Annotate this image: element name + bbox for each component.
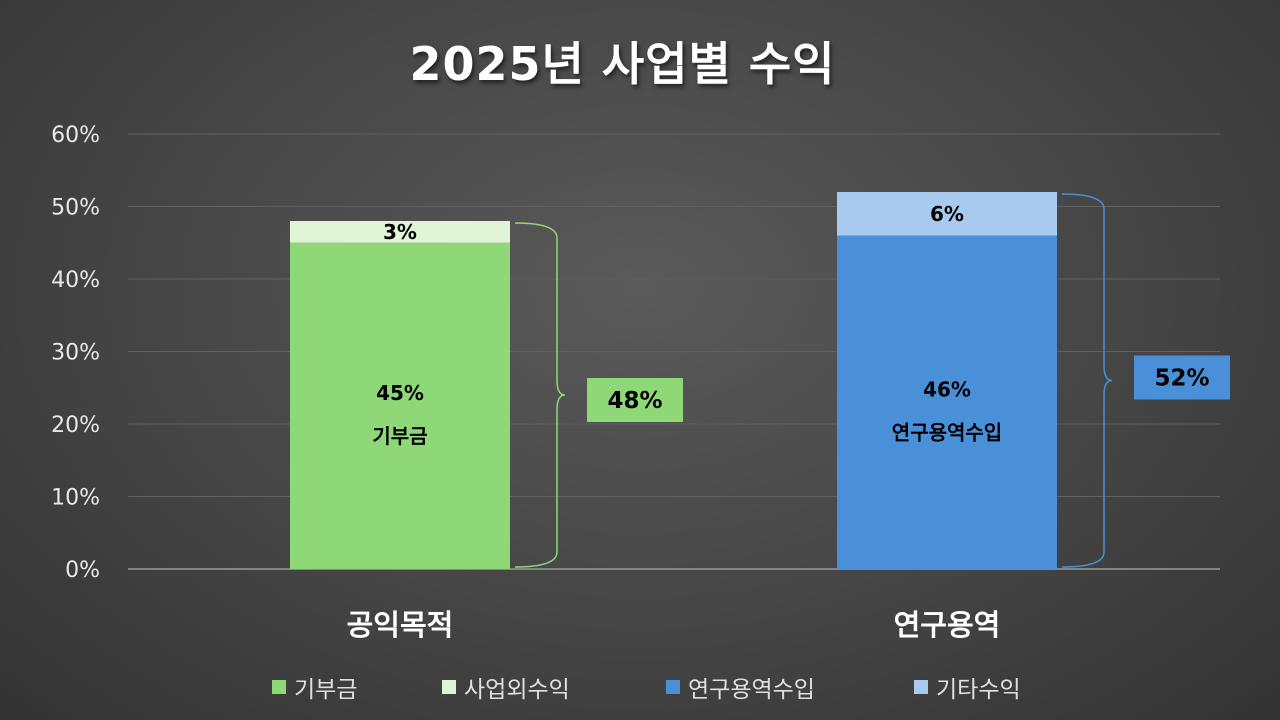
legend-label: 기타수익 — [936, 677, 1021, 703]
bar-segment — [837, 192, 1057, 236]
category-label: 연구용역 — [894, 608, 1001, 642]
legend-label: 연구용역수입 — [688, 677, 815, 703]
total-box — [1134, 355, 1230, 400]
legend-item: 기부금 — [272, 670, 357, 704]
legend-swatch — [272, 680, 286, 694]
legend-label: 기부금 — [294, 677, 358, 703]
stacked-bar-chart: 0% 10% 20% 30% 40% 50% 60% 45% 기부금 3% 공익목적 46% 연구용역… — [51, 123, 1230, 642]
y-tick-label: 50% — [51, 196, 100, 221]
chart-title: 2025년 사업별 수익 — [409, 37, 836, 91]
bar-series-label: 기부금 — [372, 424, 427, 448]
bar-value-label: 6% — [930, 202, 964, 226]
chart-legend: 기부금 사업외수익 연구용역수입 기타수익 — [0, 670, 1280, 703]
total-label: 48% — [607, 388, 662, 414]
bar-segment — [290, 242, 510, 569]
legend-item: 사업외수익 — [442, 670, 570, 704]
legend-swatch — [914, 680, 928, 694]
bar-value-label: 46% — [923, 377, 971, 401]
legend-label: 사업외수익 — [464, 677, 570, 703]
total-brackets: 48% 52% — [514, 193, 1230, 568]
y-tick-label: 0% — [65, 558, 100, 583]
bar-value-label: 45% — [376, 381, 424, 405]
legend-swatch — [442, 680, 456, 694]
total-bracket — [514, 222, 566, 568]
bar-value-label: 3% — [383, 220, 417, 244]
legend-item: 연구용역수입 — [666, 670, 815, 704]
category-label: 공익목적 — [347, 608, 454, 642]
y-tick-label: 30% — [51, 341, 100, 366]
bar-segment — [837, 235, 1057, 569]
bar-segment — [290, 221, 510, 243]
legend-swatch — [666, 680, 680, 694]
y-tick-label: 10% — [51, 486, 100, 511]
data-labels: 45% 기부금 3% 공익목적 46% 연구용역수입 6% 연구용역 — [347, 202, 1003, 642]
total-box — [587, 378, 683, 422]
y-tick-label: 40% — [51, 268, 100, 293]
total-bracket — [1061, 193, 1113, 568]
y-tick-label: 20% — [51, 413, 100, 438]
y-tick-label: 60% — [51, 123, 100, 148]
legend-item: 기타수익 — [914, 670, 1021, 704]
total-label: 52% — [1154, 366, 1209, 392]
bars — [290, 192, 1057, 569]
bar-series-label: 연구용역수입 — [892, 420, 1002, 444]
